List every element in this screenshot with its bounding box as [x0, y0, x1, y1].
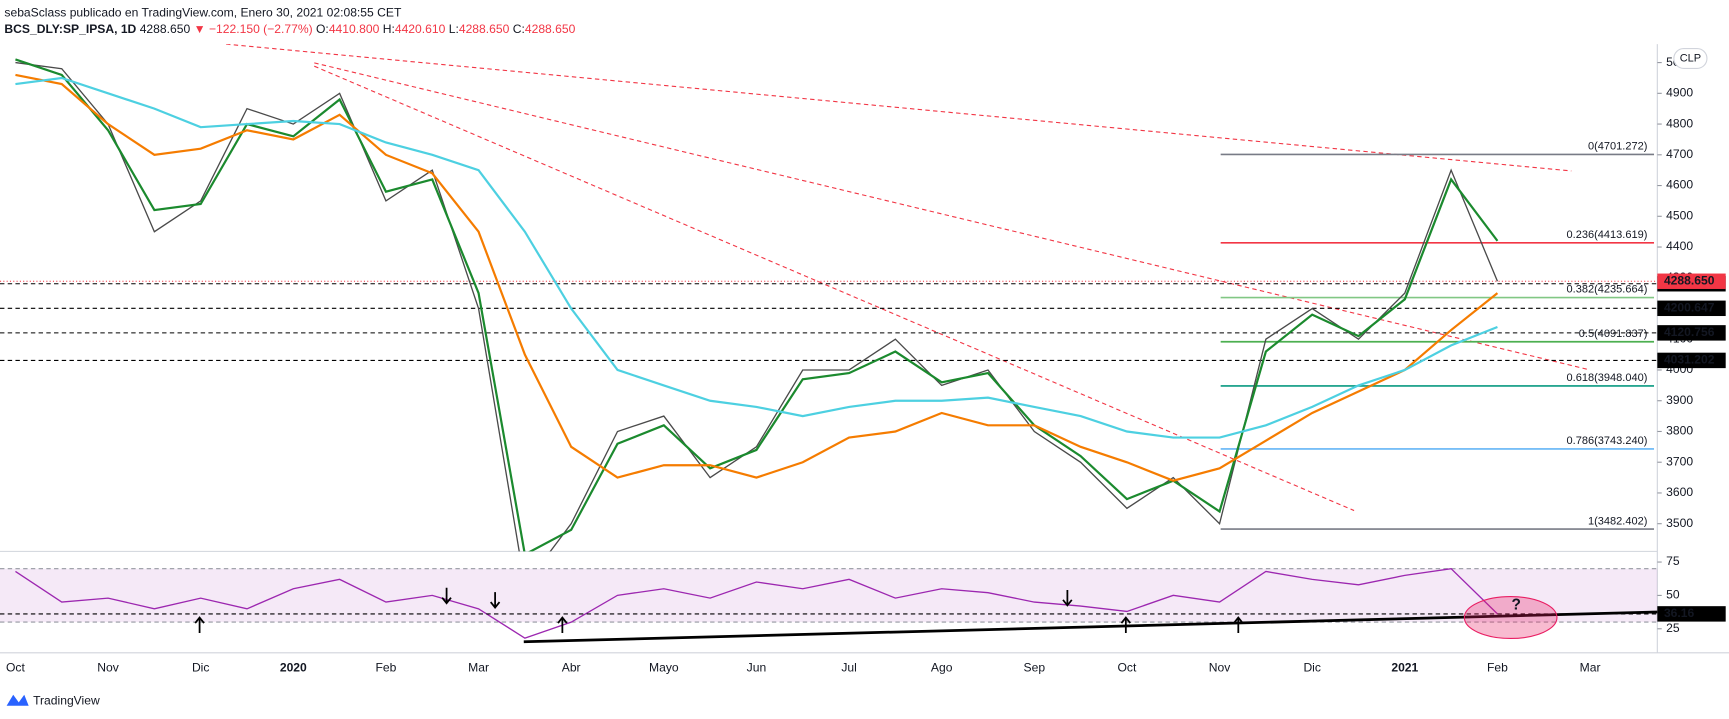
- up-arrow: [557, 616, 568, 633]
- series-line: [15, 61, 1499, 552]
- fib-label: 0.5(4091.837): [1579, 328, 1648, 340]
- y-tick-label: 3600: [1666, 485, 1693, 499]
- x-tick-label: Oct: [1118, 660, 1137, 674]
- fib-label: 0(4701.272): [1588, 141, 1647, 153]
- change: −122.150 (−2.77%): [209, 22, 313, 36]
- y-tick-label: 25: [1666, 621, 1680, 635]
- fib-label: 1(3482.402): [1588, 515, 1647, 527]
- fib-label: 0.618(3948.040): [1567, 372, 1648, 384]
- last: 4288.650: [140, 22, 191, 36]
- x-tick-label: Jun: [747, 660, 767, 674]
- fib-label: 0.236(4413.619): [1567, 229, 1648, 241]
- ohlc-label: H:: [383, 22, 395, 36]
- highlight-ellipse: [1463, 596, 1558, 640]
- y-tick-label: 3700: [1666, 454, 1693, 468]
- x-tick-label: Mayo: [649, 660, 679, 674]
- y-tick-label: 3900: [1666, 393, 1693, 407]
- ohlc-value: 4420.610: [395, 22, 446, 36]
- x-tick-label: Nov: [1209, 660, 1231, 674]
- down-arrow: [1062, 589, 1073, 607]
- series-line: [15, 73, 1499, 482]
- x-tick-label: Feb: [1487, 660, 1508, 674]
- trendline: [225, 44, 1572, 172]
- up-arrow: [194, 616, 205, 633]
- x-tick-label: 2021: [1391, 660, 1418, 674]
- rsi-last-badge: [1657, 606, 1726, 622]
- annotation: ?: [1511, 596, 1520, 613]
- rsi-annotations: [194, 587, 1658, 644]
- y-tick-label: 4400: [1666, 239, 1693, 253]
- y-tick-label: 4600: [1666, 178, 1693, 192]
- rsi-pane: [0, 567, 1658, 639]
- y-tick-label: 3500: [1666, 516, 1693, 530]
- level-badge: [1657, 300, 1726, 317]
- level-badge: [1657, 325, 1726, 341]
- x-tick-label: Dic: [192, 660, 210, 674]
- level-label: 4120.756: [1664, 325, 1715, 339]
- ohlc-label: O:: [316, 22, 329, 36]
- trendline: [314, 62, 1588, 370]
- y-tick-label: 4800: [1666, 116, 1693, 130]
- currency-badge[interactable]: [1673, 47, 1708, 69]
- y-tick-label: 75: [1666, 554, 1680, 568]
- level-label: 4200.647: [1664, 301, 1715, 315]
- currency: CLP: [1680, 52, 1701, 64]
- x-tick-label: Sep: [1024, 660, 1046, 674]
- up-arrow: [1233, 616, 1244, 633]
- last-price-label: 4288.650: [1664, 273, 1715, 287]
- publisher-line: sebaSclass publicado en TradingView.com,…: [4, 5, 402, 19]
- x-tick-label: Ago: [931, 660, 953, 674]
- brand: TradingView: [33, 694, 100, 708]
- series-line: [15, 567, 1498, 639]
- x-tick-label: 2020: [280, 660, 307, 674]
- y-tick-label: 4500: [1666, 208, 1693, 222]
- x-tick-label: Dic: [1303, 660, 1321, 674]
- level-badge: [1657, 352, 1726, 369]
- logo: [6, 694, 29, 706]
- rsi-band: [0, 568, 1658, 623]
- x-tick-label: Abr: [562, 660, 581, 674]
- down-arrow: [441, 587, 452, 605]
- x-tick-label: Nov: [97, 660, 119, 674]
- support-line: [523, 610, 1658, 644]
- ohlc-label: C:: [513, 22, 525, 36]
- price-pane: 0(4701.272) 0.236(4413.619) 0.382(4235.664…: [0, 58, 1658, 552]
- up-arrow: [1120, 616, 1131, 633]
- down-arrow: [490, 592, 501, 610]
- fib-label: 0.786(3743.240): [1567, 435, 1648, 447]
- level-label: 4031.202: [1664, 353, 1715, 367]
- rsi-last-label: 36.16: [1664, 606, 1695, 620]
- symbol: BCS_DLY:SP_IPSA, 1D: [4, 22, 136, 36]
- axes: 3500360037003800390040004100420043004400…: [6, 55, 1726, 674]
- y-tick-label: 4700: [1666, 147, 1693, 161]
- ohlc-label: L:: [449, 22, 459, 36]
- ohlc-value: 4288.650: [525, 22, 576, 36]
- ohlc-value: 4410.800: [329, 22, 380, 36]
- y-tick-label: 50: [1666, 588, 1680, 602]
- x-tick-label: Mar: [468, 660, 489, 674]
- symbol-line: BCS_DLY:SP_IPSA, 1D 4288.650 ▼ −122.150 …: [4, 22, 575, 36]
- ohlc-value: 4288.650: [459, 22, 510, 36]
- series-line: [15, 58, 1499, 552]
- fib-label: 0.382(4235.664): [1567, 284, 1648, 296]
- y-tick-label: 4900: [1666, 86, 1693, 100]
- x-tick-label: Mar: [1580, 660, 1601, 674]
- series-line: [15, 76, 1498, 439]
- last-price-badge: [1657, 273, 1726, 289]
- x-tick-label: Oct: [6, 660, 25, 674]
- x-tick-label: Jul: [841, 660, 856, 674]
- y-tick-label: 3800: [1666, 424, 1693, 438]
- arrow: ▼: [194, 22, 206, 36]
- x-tick-label: Feb: [376, 660, 397, 674]
